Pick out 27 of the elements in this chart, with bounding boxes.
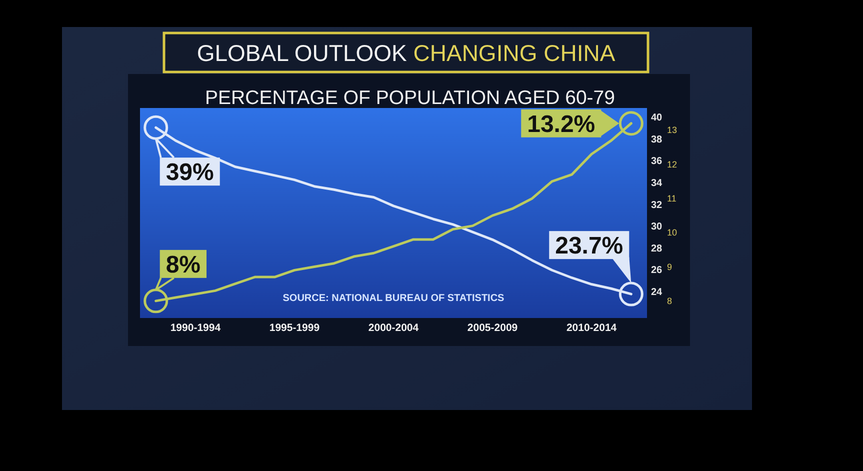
y2-tick-label: 9 bbox=[667, 262, 672, 272]
y-tick-label: 30 bbox=[651, 222, 663, 233]
data-label: 23.7% bbox=[555, 232, 624, 260]
data-label: 8% bbox=[166, 251, 201, 278]
x-tick-label: 1995-1999 bbox=[269, 322, 320, 334]
y2-tick-label: 11 bbox=[667, 193, 676, 204]
y2-tick-label: 13 bbox=[667, 125, 678, 136]
chart-subtitle: PERCENTAGE OF POPULATION AGED 60-79 bbox=[205, 87, 615, 109]
data-label: 13.2% bbox=[527, 110, 596, 138]
x-tick-label: 2010-2014 bbox=[566, 322, 617, 334]
x-tick-label: 2000-2004 bbox=[368, 322, 419, 334]
y-tick-label: 36 bbox=[651, 156, 663, 168]
y2-tick-label: 10 bbox=[667, 228, 678, 238]
data-label: 39% bbox=[166, 159, 214, 186]
y-tick-label: 34 bbox=[651, 178, 663, 189]
annotation: SOURCE: NATIONAL BUREAU OF STATISTICS bbox=[282, 293, 505, 304]
y-tick-label: 26 bbox=[651, 265, 663, 276]
y-tick-label: 32 bbox=[651, 200, 663, 211]
x-tick-label: 1990-1994 bbox=[170, 322, 221, 334]
x-tick-label: 2005-2009 bbox=[467, 322, 518, 334]
y-tick-label: 40 bbox=[651, 112, 663, 124]
y2-tick-label: 8 bbox=[667, 296, 672, 306]
chart-title: GLOBAL OUTLOOK CHANGING CHINA bbox=[196, 40, 616, 66]
y-tick-label: 24 bbox=[651, 286, 663, 298]
y-tick-label: 38 bbox=[651, 134, 663, 146]
y-tick-label: 28 bbox=[651, 243, 663, 254]
y2-tick-label: 12 bbox=[667, 159, 678, 170]
